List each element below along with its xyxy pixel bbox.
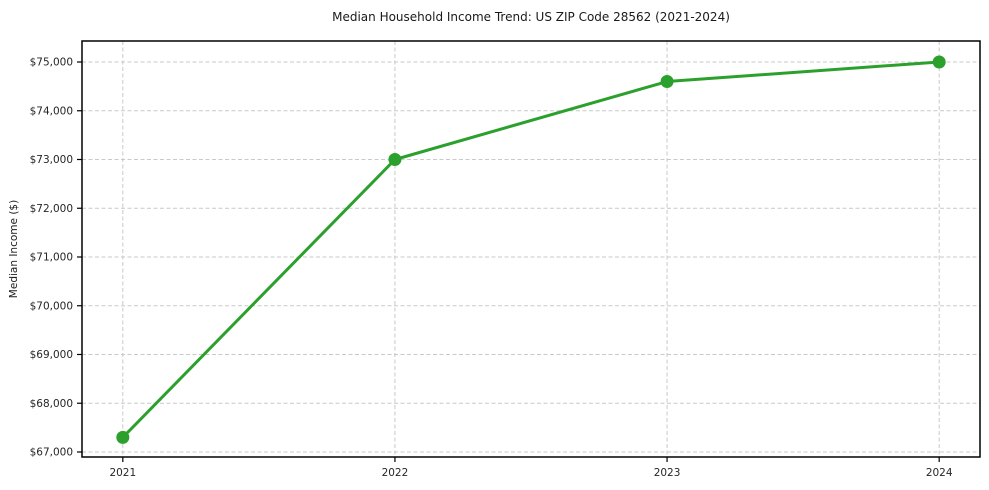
y-tick-label: $75,000 (30, 57, 73, 69)
data-point (116, 430, 130, 444)
x-tick-label: 2023 (654, 467, 681, 479)
y-tick-label: $67,000 (30, 447, 73, 459)
x-tick-label: 2022 (382, 467, 409, 479)
y-tick-label: $73,000 (30, 154, 73, 166)
y-tick-label: $70,000 (30, 300, 73, 312)
y-axis-title: Median Income ($) (8, 200, 20, 298)
chart-title: Median Household Income Trend: US ZIP Co… (332, 10, 730, 24)
y-tick-label: $72,000 (30, 203, 73, 215)
plot-frame (81, 40, 981, 458)
y-tick-label: $69,000 (30, 349, 73, 361)
data-point (932, 55, 946, 69)
x-tick-label: 2021 (109, 467, 136, 479)
y-tick-label: $71,000 (30, 252, 73, 264)
plot-area: $67,000 $68,000 $69,000 $70,000 $71,000 $72,0… (30, 40, 981, 479)
data-point (660, 75, 674, 89)
x-tick-label: 2024 (926, 467, 953, 479)
trend-line (121, 60, 941, 439)
data-point (388, 153, 402, 167)
y-tick-label: $74,000 (30, 105, 73, 117)
y-tick-label: $68,000 (30, 398, 73, 410)
